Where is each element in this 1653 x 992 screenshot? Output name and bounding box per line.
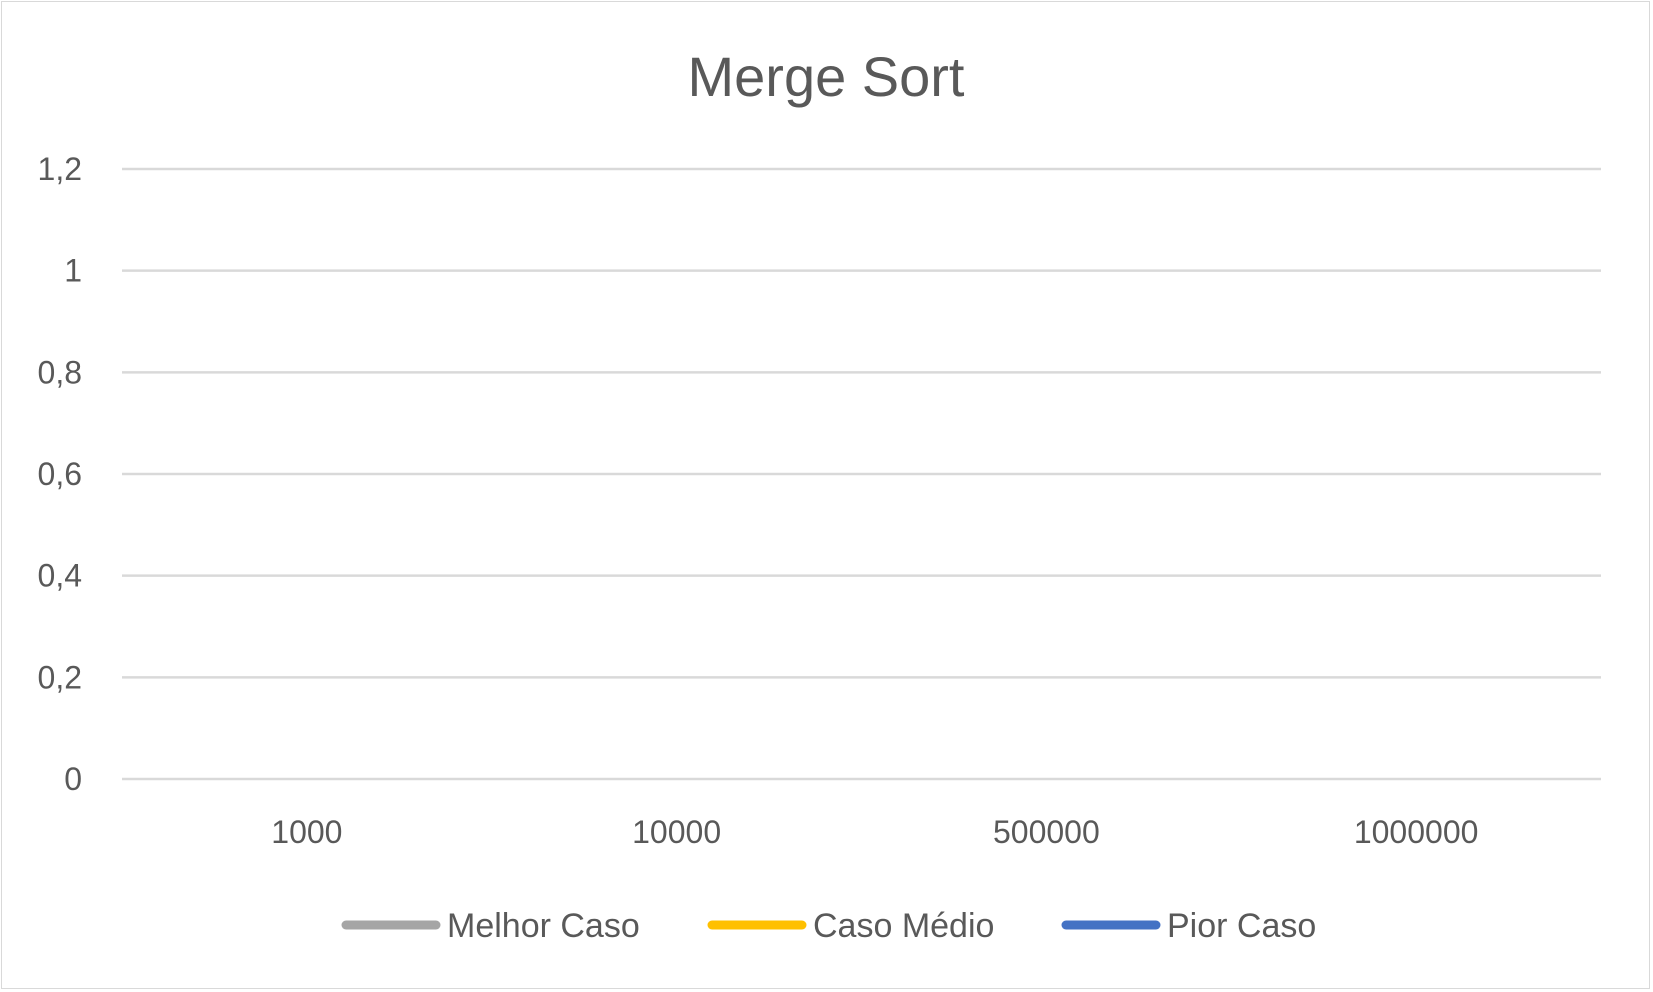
x-tick-label: 500000 [993,814,1100,850]
x-axis-ticks: 1000 10000 500000 1000000 [271,814,1478,850]
x-tick-label: 1000000 [1354,814,1479,850]
y-tick-label: 0,4 [38,558,82,594]
x-tick-label: 1000 [271,814,342,850]
y-tick-label: 1 [64,253,82,289]
y-tick-label: 0,6 [38,456,82,492]
y-tick-label: 0 [64,761,82,797]
legend-label: Caso Médio [813,907,994,945]
y-axis-ticks: 0 0,2 0,4 0,6 0,8 1 1,2 [38,151,82,797]
legend-label: Pior Caso [1167,907,1316,945]
y-tick-label: 0,2 [38,659,82,695]
y-tick-label: 1,2 [38,151,82,187]
x-tick-label: 10000 [632,814,721,850]
legend: Melhor Caso Caso Médio Pior Caso [341,907,1316,945]
gridlines [122,167,1601,781]
legend-label: Melhor Caso [447,907,640,945]
chart-title: Merge Sort [688,45,965,108]
y-tick-label: 0,8 [38,354,82,390]
